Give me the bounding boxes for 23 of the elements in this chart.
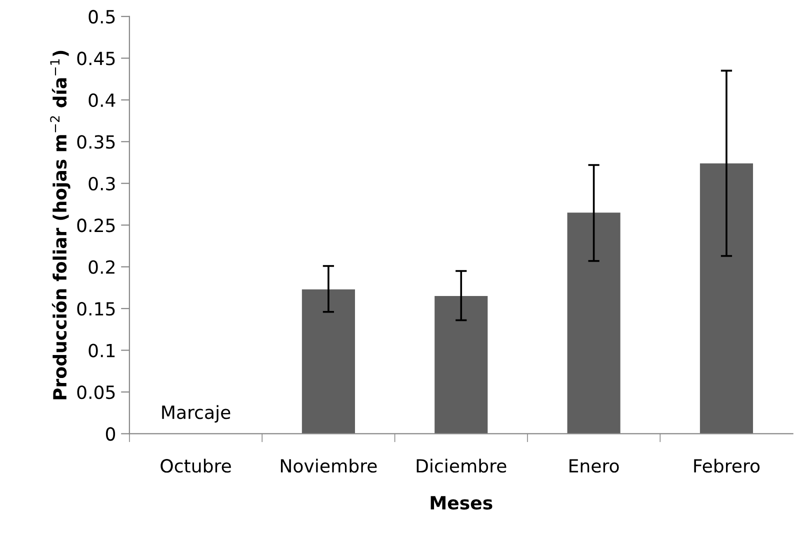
bar <box>700 163 754 434</box>
y-axis-title: Producción foliar (hojas m$^{−2}$ día$^{−1}$) <box>50 50 70 400</box>
y-tick-label: 0.15 <box>77 302 115 316</box>
bar <box>567 212 620 434</box>
y-tick-label: 0.4 <box>88 93 116 108</box>
x-tick-label: Noviembre <box>280 458 377 473</box>
y-tick-label: 0.35 <box>77 135 115 149</box>
x-tick-label: Diciembre <box>416 458 506 473</box>
y-tick-label: 0.1 <box>88 344 115 358</box>
x-tick-label: Enero <box>570 459 619 473</box>
y-tick-label: 0.25 <box>77 218 115 232</box>
bar <box>302 289 355 434</box>
y-tick-label: 0.45 <box>77 52 115 66</box>
x-axis-title: Meses <box>430 496 492 510</box>
y-tick-label: 0.5 <box>88 10 115 24</box>
y-tick-label: 0.2 <box>88 260 114 274</box>
y-tick-label: 0.05 <box>77 385 115 400</box>
x-tick-label: Octubre <box>160 458 231 473</box>
annotation: Marcaje <box>162 405 230 423</box>
bar <box>434 296 488 434</box>
y-tick-label: 0.3 <box>88 176 115 190</box>
x-tick-label: Febrero <box>694 458 760 473</box>
y-tick-label: 0 <box>106 427 116 441</box>
